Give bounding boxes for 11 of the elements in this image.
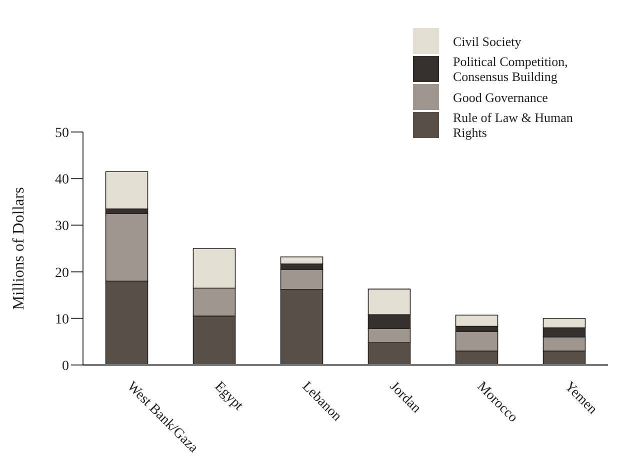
y-tick-label: 10: [55, 312, 69, 328]
y-tick-label: 20: [55, 266, 69, 281]
legend-label: Civil Society: [453, 34, 522, 48]
legend-label: Political Competition, Consensus Building: [453, 54, 569, 84]
y-tick-label: 40: [55, 172, 69, 188]
legend-label: Rule of Law & Human Rights: [453, 110, 574, 140]
y-tick-label: 30: [55, 219, 69, 234]
legend-label: Good Governance: [453, 90, 549, 104]
y-tick-label: 50: [55, 126, 69, 141]
y-tick-label: 0: [62, 358, 69, 374]
y-axis-title: Millions of Dollars: [10, 187, 28, 310]
